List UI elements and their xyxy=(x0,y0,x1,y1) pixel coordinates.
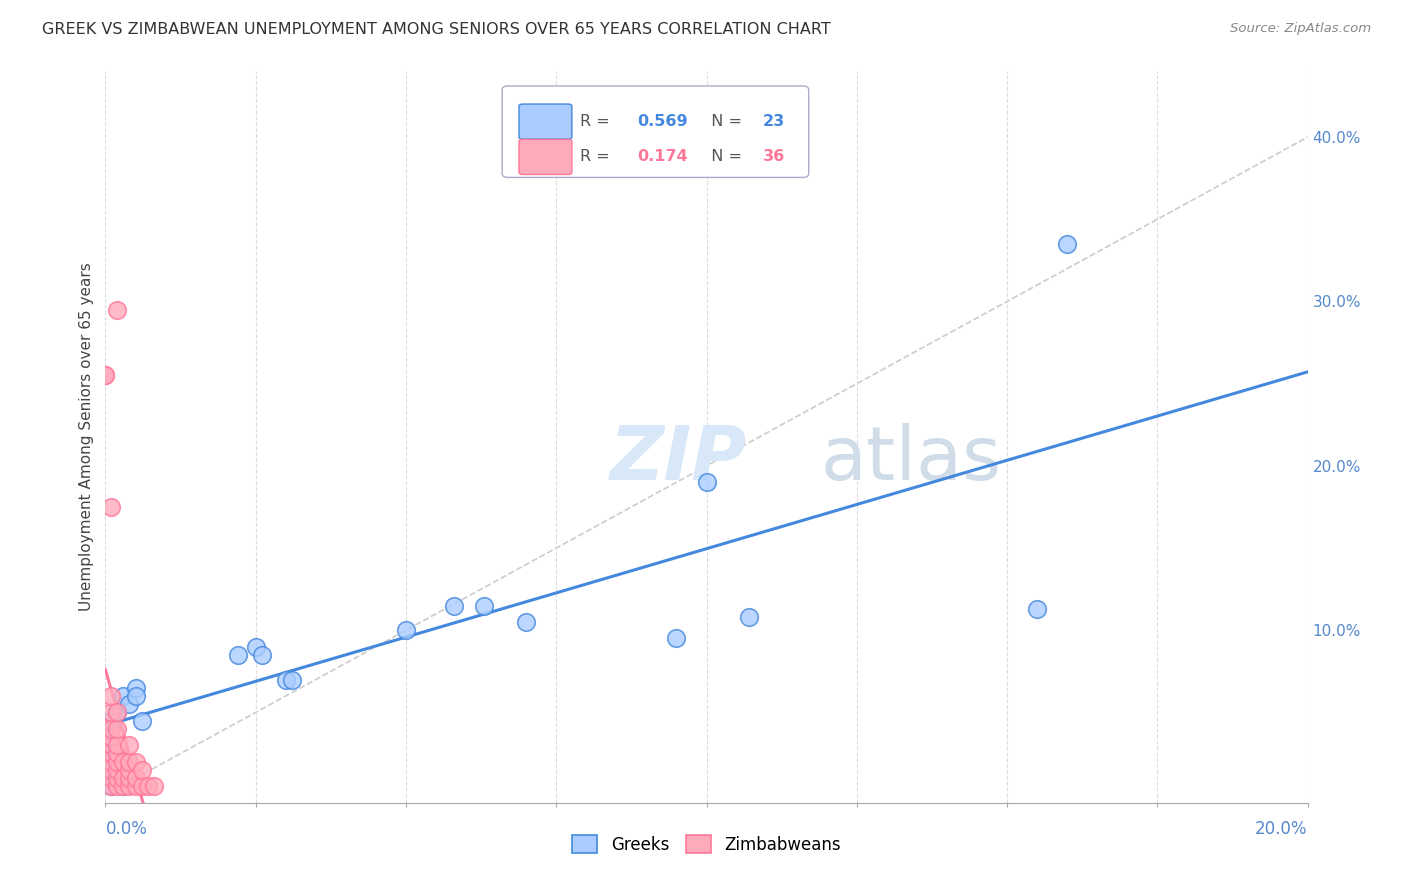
Point xyxy=(118,763,141,777)
Point xyxy=(100,780,122,794)
Point xyxy=(131,780,153,794)
Text: atlas: atlas xyxy=(821,423,1001,496)
Text: 23: 23 xyxy=(763,114,786,129)
Point xyxy=(107,755,129,769)
Point xyxy=(94,368,117,383)
Point xyxy=(737,610,759,624)
Text: 0.569: 0.569 xyxy=(637,114,688,129)
Text: 36: 36 xyxy=(763,150,786,164)
Point xyxy=(112,689,135,703)
Point xyxy=(124,771,146,785)
Point xyxy=(142,780,165,794)
Point xyxy=(124,755,146,769)
Point xyxy=(112,755,135,769)
Point xyxy=(118,780,141,794)
Point xyxy=(107,722,129,736)
FancyBboxPatch shape xyxy=(519,139,572,175)
Point xyxy=(100,730,122,744)
Point xyxy=(100,706,122,720)
Legend: Greeks, Zimbabweans: Greeks, Zimbabweans xyxy=(565,829,848,860)
Point xyxy=(118,771,141,785)
Text: R =: R = xyxy=(581,114,620,129)
Point xyxy=(112,780,135,794)
Point xyxy=(94,722,117,736)
Text: 0.174: 0.174 xyxy=(637,150,688,164)
Point xyxy=(118,739,141,753)
Point xyxy=(100,763,122,777)
Point xyxy=(136,780,159,794)
Point xyxy=(100,722,122,736)
Point xyxy=(1056,236,1078,251)
Point xyxy=(250,648,273,662)
Text: Source: ZipAtlas.com: Source: ZipAtlas.com xyxy=(1230,22,1371,36)
Text: R =: R = xyxy=(581,150,620,164)
Point xyxy=(100,780,122,794)
Point xyxy=(107,739,129,753)
Point xyxy=(226,648,249,662)
Point xyxy=(395,624,418,638)
Point xyxy=(107,771,129,785)
Point xyxy=(281,673,304,687)
Y-axis label: Unemployment Among Seniors over 65 years: Unemployment Among Seniors over 65 years xyxy=(79,263,94,611)
Point xyxy=(100,500,122,514)
FancyBboxPatch shape xyxy=(502,86,808,178)
Point xyxy=(100,747,122,761)
Point xyxy=(245,640,267,654)
Point xyxy=(107,302,129,317)
Point xyxy=(124,780,146,794)
Point xyxy=(112,780,135,794)
Point xyxy=(124,689,146,703)
Point xyxy=(107,780,129,794)
Point xyxy=(118,755,141,769)
Point xyxy=(107,747,129,761)
Text: 20.0%: 20.0% xyxy=(1256,820,1308,838)
Point xyxy=(100,755,122,769)
Point xyxy=(100,739,122,753)
Text: N =: N = xyxy=(700,150,747,164)
Point xyxy=(131,763,153,777)
Point xyxy=(107,706,129,720)
Point xyxy=(1026,602,1049,616)
Point xyxy=(112,771,135,785)
Point xyxy=(131,714,153,728)
Point xyxy=(274,673,297,687)
Point xyxy=(107,763,129,777)
Text: GREEK VS ZIMBABWEAN UNEMPLOYMENT AMONG SENIORS OVER 65 YEARS CORRELATION CHART: GREEK VS ZIMBABWEAN UNEMPLOYMENT AMONG S… xyxy=(42,22,831,37)
Point xyxy=(100,771,122,785)
Point xyxy=(118,697,141,711)
Point xyxy=(665,632,688,646)
Text: N =: N = xyxy=(700,114,747,129)
FancyBboxPatch shape xyxy=(519,104,572,139)
Point xyxy=(94,730,117,744)
Text: 0.0%: 0.0% xyxy=(105,820,148,838)
Point xyxy=(124,681,146,695)
Point xyxy=(515,615,537,629)
Text: ZIP: ZIP xyxy=(610,423,748,496)
Point xyxy=(443,599,465,613)
Point xyxy=(696,475,718,490)
Point xyxy=(100,714,122,728)
Point xyxy=(94,747,117,761)
Point xyxy=(94,368,117,383)
Point xyxy=(107,706,129,720)
Point xyxy=(100,689,122,703)
Point xyxy=(472,599,495,613)
